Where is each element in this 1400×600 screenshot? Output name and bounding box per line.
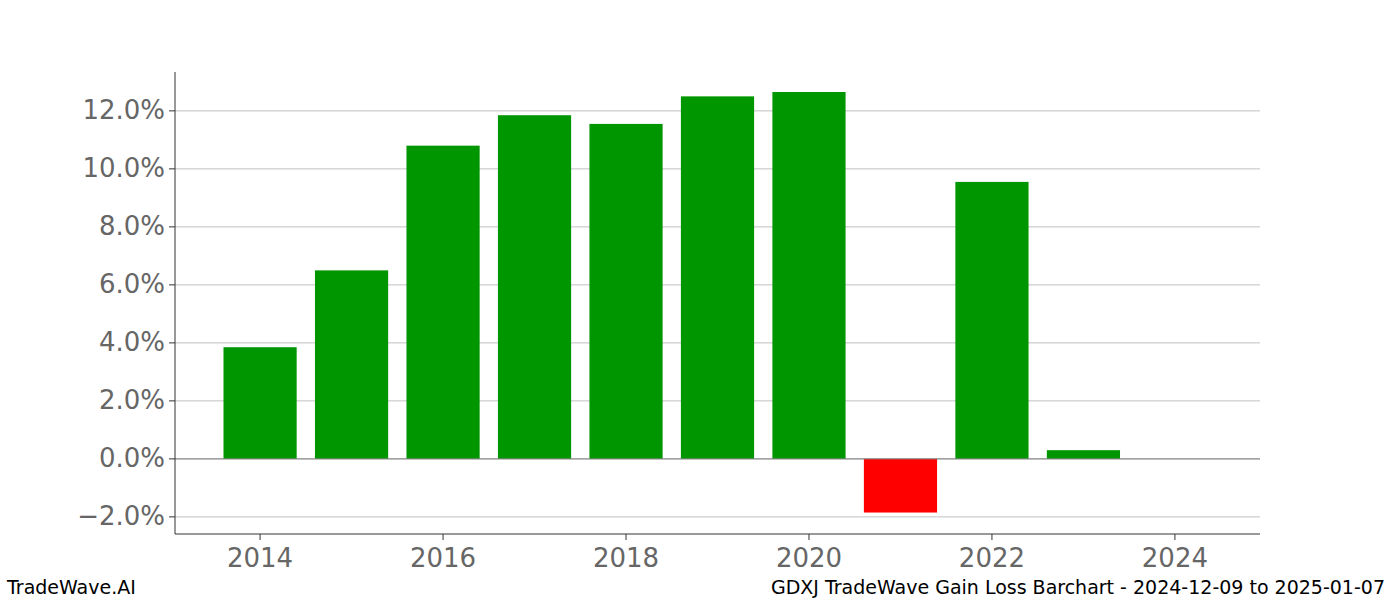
x-tick	[260, 534, 261, 540]
x-tick-label: 2016	[410, 543, 476, 573]
y-tick	[169, 226, 175, 227]
bar	[681, 96, 754, 459]
chart: −2.0% 0.0% 2.0% 4.0% 6.0% 8.0% 10.0% 12.0% 2014 2…	[0, 0, 1400, 600]
x-axis	[175, 534, 1260, 535]
title: GDXJ TradeWave Gain Loss Barchart - 2024…	[771, 576, 1385, 598]
y-tick-label: 4.0%	[99, 327, 165, 357]
y-tick	[169, 516, 175, 517]
x-tick-label: 2022	[959, 543, 1025, 573]
y-tick	[169, 110, 175, 111]
bar	[315, 270, 388, 459]
bar	[772, 92, 845, 459]
bar	[589, 124, 662, 459]
x-tick-label: 2024	[1142, 543, 1208, 573]
grid-line	[175, 516, 1260, 517]
bar	[223, 347, 296, 459]
y-tick	[169, 342, 175, 343]
bar	[498, 115, 571, 459]
grid-line	[175, 458, 1260, 459]
y-tick-label: 10.0%	[82, 153, 165, 183]
y-tick-label: 8.0%	[99, 211, 165, 241]
bar	[955, 182, 1028, 459]
y-tick	[169, 284, 175, 285]
y-tick-label: 12.0%	[82, 95, 165, 125]
y-tick-label: 6.0%	[99, 269, 165, 299]
x-tick-label: 2014	[227, 543, 293, 573]
watermark: TradeWave.AI	[6, 576, 136, 598]
y-tick	[169, 458, 175, 459]
y-tick-label: 0.0%	[99, 443, 165, 473]
bar	[864, 459, 937, 513]
y-tick-label: −2.0%	[77, 501, 165, 531]
y-tick-label: 2.0%	[99, 385, 165, 415]
x-tick-label: 2018	[593, 543, 659, 573]
x-tick	[808, 534, 809, 540]
bar	[1047, 450, 1120, 459]
bar	[406, 146, 479, 459]
x-tick	[1174, 534, 1175, 540]
y-tick	[169, 400, 175, 401]
x-tick	[443, 534, 444, 540]
y-tick	[169, 168, 175, 169]
x-tick	[626, 534, 627, 540]
x-tick	[991, 534, 992, 540]
zero-line	[175, 458, 1260, 459]
y-axis	[175, 72, 176, 534]
x-tick-label: 2020	[776, 543, 842, 573]
bars	[223, 92, 1120, 513]
